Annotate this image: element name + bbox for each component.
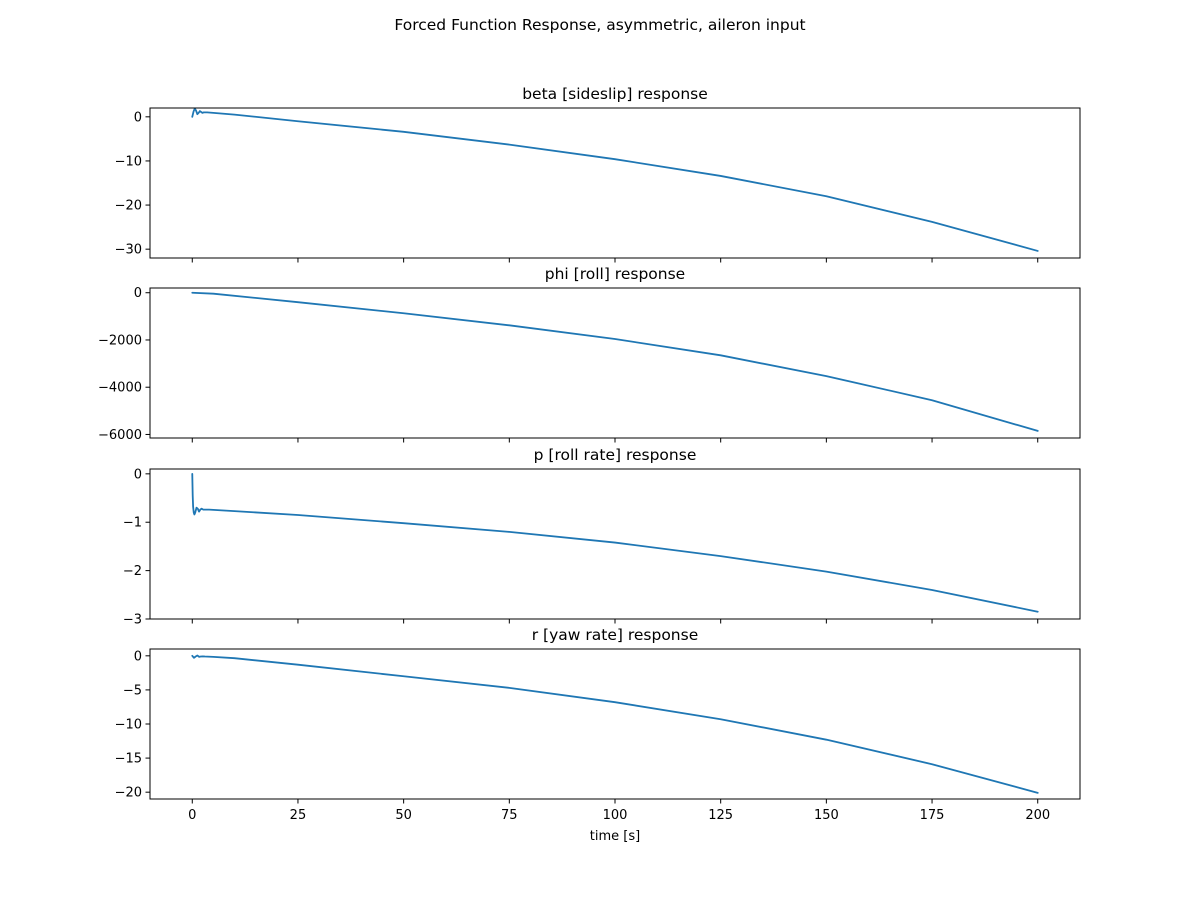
series-line (191, 472, 1039, 613)
y-tick-label: −2 (123, 564, 142, 579)
x-tick-label: 150 (814, 808, 839, 823)
y-tick-label: −30 (115, 243, 142, 258)
y-tick-label: −4000 (98, 381, 142, 396)
y-tick-label: −15 (115, 752, 142, 767)
y-tick-label: 0 (134, 286, 142, 301)
y-tick-label: −10 (115, 718, 142, 733)
y-tick-label: −6000 (98, 428, 142, 443)
y-tick-label: 0 (134, 467, 142, 482)
y-tick-label: −1 (123, 516, 142, 531)
figure-title: Forced Function Response, asymmetric, ai… (394, 16, 805, 34)
y-tick-label: −20 (115, 199, 142, 214)
x-tick-label: 75 (501, 808, 518, 823)
series-line (191, 107, 1039, 252)
x-tick-label: 175 (920, 808, 945, 823)
subplot-3: p [roll rate] response 0 −1 −2 −3 (123, 446, 1081, 628)
x-axis-label: time [s] (590, 829, 640, 844)
y-tick-label: −20 (115, 786, 142, 801)
x-tick-label: 50 (395, 808, 412, 823)
x-tick-label: 200 (1025, 808, 1050, 823)
plot-frame (149, 287, 1081, 439)
y-tick-label: −10 (115, 154, 142, 169)
subplot-title: p [roll rate] response (534, 446, 697, 464)
subplot-title: phi [roll] response (545, 265, 685, 283)
subplot-title: r [yaw rate] response (532, 626, 698, 644)
y-tick-label: 0 (134, 649, 142, 664)
y-tick-label: −3 (123, 613, 142, 628)
y-tick-label: −2000 (98, 333, 142, 348)
plot-frame (149, 468, 1081, 620)
x-tick-label: 125 (708, 808, 733, 823)
x-tick-label: 100 (603, 808, 628, 823)
x-tick-label: 25 (290, 808, 307, 823)
subplot-1: beta [sideslip] response 0 −10 −20 −30 (115, 85, 1081, 263)
series-line (191, 654, 1039, 794)
series-line (191, 291, 1039, 432)
plot-frame (149, 648, 1081, 800)
y-tick-label: 0 (134, 110, 142, 125)
x-tick-label: 0 (188, 808, 196, 823)
subplot-title: beta [sideslip] response (522, 85, 708, 103)
subplot-2: phi [roll] response 0 −2000 −4000 −6000 (98, 265, 1081, 443)
subplot-4: r [yaw rate] response 0 25 50 75 100 125 150 175… (115, 626, 1081, 823)
plot-frame (149, 107, 1081, 259)
y-tick-label: −5 (123, 683, 142, 698)
